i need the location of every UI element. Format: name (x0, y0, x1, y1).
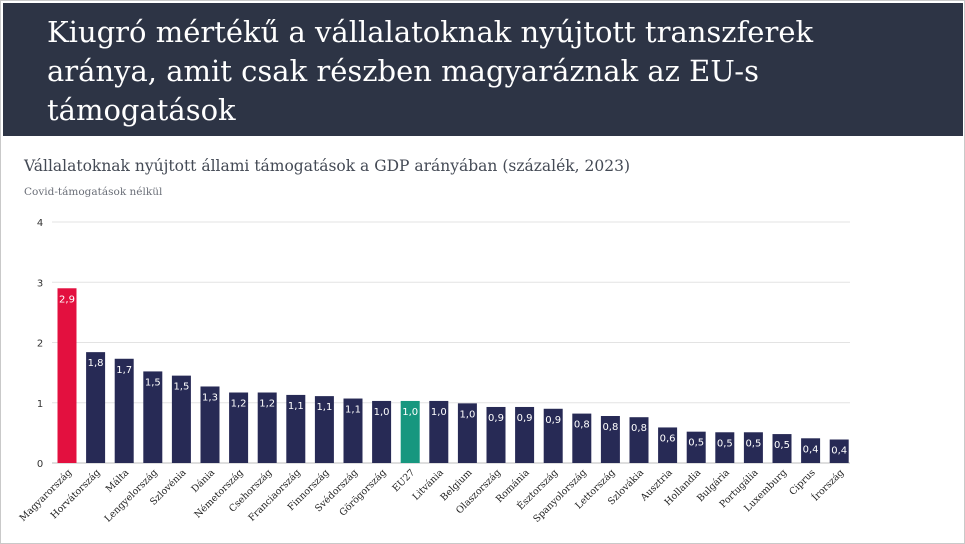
data-label: 0,6 (660, 433, 676, 444)
y-tick-label: 0 (37, 459, 43, 470)
data-label: 0,8 (574, 420, 590, 431)
data-label: 1,1 (316, 402, 332, 413)
header-banner: Kiugró mértékű a vállalatoknak nyújtott … (3, 3, 963, 136)
bar (715, 432, 735, 463)
data-label: 1,1 (288, 401, 304, 412)
data-label: 0,5 (717, 438, 733, 449)
y-tick-label: 4 (37, 218, 43, 229)
bar (772, 434, 792, 463)
data-label: 1,5 (145, 377, 161, 388)
bar (801, 438, 821, 463)
bar (572, 413, 592, 463)
data-label: 1,7 (116, 365, 132, 376)
data-label: 1,0 (374, 407, 390, 418)
data-label: 1,0 (402, 407, 418, 418)
bar (400, 400, 420, 463)
bar (143, 371, 163, 463)
bar (229, 392, 249, 463)
data-label: 0,4 (831, 446, 847, 457)
data-label: 1,5 (173, 382, 189, 393)
y-tick-label: 2 (37, 339, 43, 350)
chart-title: Vállalatoknak nyújtott állami támogatáso… (24, 157, 631, 175)
y-tick-label: 3 (37, 278, 43, 289)
data-label: 0,8 (602, 422, 618, 433)
data-label: 0,5 (774, 440, 790, 451)
x-tick-label: Írország (809, 467, 846, 504)
bar (57, 288, 77, 463)
data-label: 0,9 (488, 413, 504, 424)
bar (257, 392, 277, 463)
bar (314, 396, 334, 463)
data-label: 1,0 (459, 409, 475, 420)
bar (429, 400, 449, 463)
bar (658, 427, 678, 463)
bar (743, 432, 763, 463)
bar (686, 431, 706, 463)
bar (629, 417, 649, 463)
data-label: 0,9 (517, 413, 533, 424)
bar (486, 406, 506, 463)
bar (515, 406, 535, 463)
bar (457, 403, 477, 463)
data-label: 2,9 (59, 294, 75, 305)
data-label: 1,2 (231, 399, 247, 410)
bar (343, 398, 363, 463)
bar (543, 408, 563, 463)
bar (200, 386, 220, 463)
bar (114, 358, 134, 463)
data-label: 0,9 (545, 415, 561, 426)
bar (286, 394, 306, 463)
bar (372, 400, 392, 463)
data-label: 1,2 (259, 399, 275, 410)
data-label: 0,4 (803, 444, 819, 455)
page-title: Kiugró mértékű a vállalatoknak nyújtott … (47, 15, 814, 127)
data-label: 1,8 (88, 358, 104, 369)
x-tick-label: EU27 (390, 467, 417, 494)
bar (171, 375, 191, 463)
data-label: 0,5 (688, 438, 704, 449)
data-label: 1,1 (345, 405, 361, 416)
x-tick-label: Málta (104, 467, 132, 495)
bar (86, 352, 106, 463)
data-label: 1,3 (202, 392, 218, 403)
data-label: 0,5 (745, 438, 761, 449)
bar (829, 439, 849, 463)
y-tick-label: 1 (37, 399, 43, 410)
chart-subtitle: Covid-támogatások nélkül (24, 186, 163, 198)
data-label: 1,0 (431, 407, 447, 418)
data-label: 0,8 (631, 423, 647, 434)
bar (600, 416, 620, 463)
